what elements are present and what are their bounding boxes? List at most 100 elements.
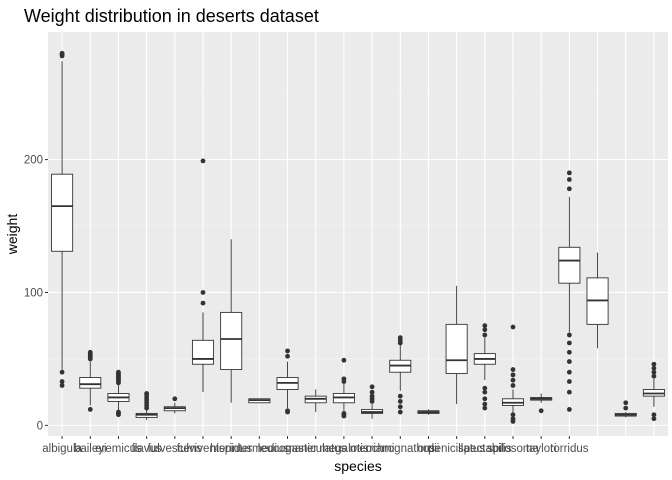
box-megalotis [332, 357, 355, 419]
x-axis-title: species [334, 458, 381, 474]
outlier-point [285, 408, 290, 414]
outlier-point [566, 359, 572, 364]
outlier-point [482, 396, 488, 402]
box-penicillatus [445, 285, 468, 405]
outlier-point [341, 357, 347, 363]
x-tick-label-fulvescens: fulvescens [148, 443, 203, 455]
box-fulviventer [191, 158, 215, 393]
outlier-point [369, 389, 375, 395]
x-tick-label-maniculatus: maniculatus [285, 443, 347, 455]
outlier-point [510, 324, 516, 330]
box-hispidus [220, 239, 243, 403]
box-fulvescens [163, 396, 186, 414]
outlier-point [510, 367, 516, 372]
outlier-point [566, 349, 572, 355]
box-torridus [558, 170, 581, 412]
y-tick-label: 0 [37, 420, 43, 432]
box-merriami [361, 384, 384, 419]
x-tick-label-taylori: taylori [526, 443, 557, 455]
outlier-point [566, 177, 572, 182]
outlier-point [510, 377, 516, 383]
box-ordii [417, 409, 440, 415]
x-tick-label-leucogaster: leucogaster [258, 443, 318, 455]
outlier-point [116, 409, 121, 415]
outlier-point [59, 50, 65, 56]
box-group-21 [614, 400, 637, 418]
outlier-point [510, 416, 516, 422]
box-ochrognathus [389, 335, 412, 415]
box-maniculatus [304, 389, 327, 413]
outlier-point [482, 401, 488, 407]
x-tick-label-baileyi: baileyi [74, 443, 107, 455]
x-tick-label-ordii: ordii [418, 443, 440, 455]
outlier-point [623, 400, 629, 406]
x-tick-label-torridus: torridus [550, 443, 589, 455]
outlier-point [59, 383, 65, 388]
outlier-point [566, 379, 572, 384]
y-tick-label: 200 [24, 155, 43, 167]
x-tick-label-eremicus: eremicus [95, 443, 142, 455]
box-baileyi [79, 349, 102, 412]
outlier-point [482, 323, 488, 329]
outlier-point [397, 399, 403, 404]
outlier-point [369, 393, 375, 399]
outlier-point [566, 369, 572, 375]
outlier-point [566, 186, 572, 192]
x-tick-label-intermedius: intermedius [230, 443, 290, 455]
outlier-point [651, 416, 657, 422]
outlier-point [651, 365, 657, 371]
outlier-point [200, 290, 206, 295]
outlier-point [285, 348, 290, 354]
outlier-point [482, 389, 488, 395]
outlier-point [397, 335, 403, 341]
outlier-point [538, 408, 544, 414]
box-iqr [558, 246, 581, 284]
outlier-point [566, 332, 572, 338]
box-albigula [51, 50, 74, 388]
box-eremicus [107, 369, 130, 418]
outlier-point [651, 373, 657, 379]
box-iqr [220, 311, 243, 371]
x-tick-label-flavus: flavus [132, 443, 162, 455]
x-tick-label-megalotis: megalotis [319, 443, 368, 455]
x-tick-label-hispidus: hispidus [210, 443, 252, 455]
outlier-point [397, 393, 403, 399]
box-iqr [51, 173, 74, 252]
outlier-point [566, 389, 572, 395]
outlier-point [651, 412, 657, 418]
box-intermedius [248, 398, 271, 404]
box-flavus [135, 391, 158, 421]
y-tick-label: 100 [24, 287, 43, 299]
box-iqr [445, 323, 468, 374]
outlier-point [369, 384, 375, 390]
outlier-point [510, 412, 516, 418]
outlier-point [397, 409, 403, 415]
outlier-point [482, 332, 488, 338]
plot-panel [48, 32, 668, 436]
x-tick-label-albigula: albigula [42, 443, 82, 455]
outlier-point [144, 391, 150, 396]
outlier-point [397, 404, 403, 410]
outlier-point [200, 300, 206, 306]
box-spilosoma [501, 324, 525, 424]
outlier-point [566, 340, 572, 346]
outlier-point [172, 396, 178, 402]
x-tick-label-spectabilis: spectabilis [458, 443, 512, 455]
x-tick-label-penicillatus: penicillatus [428, 443, 485, 455]
outlier-point [285, 353, 290, 359]
outlier-point [482, 405, 488, 411]
box-iqr [79, 377, 102, 389]
outlier-point [200, 158, 206, 164]
outlier-point [623, 405, 629, 411]
x-tick-label-ochrognathus: ochrognathus [365, 443, 435, 455]
outlier-point [482, 327, 488, 333]
outlier-point [87, 349, 93, 355]
outlier-point [59, 369, 65, 375]
outlier-point [651, 361, 657, 367]
x-tick-label-fulviventer: fulviventer [177, 443, 230, 455]
box-spectabilis [473, 323, 496, 411]
outlier-point [566, 407, 572, 412]
x-tick-label-merriami: merriami [350, 443, 395, 455]
